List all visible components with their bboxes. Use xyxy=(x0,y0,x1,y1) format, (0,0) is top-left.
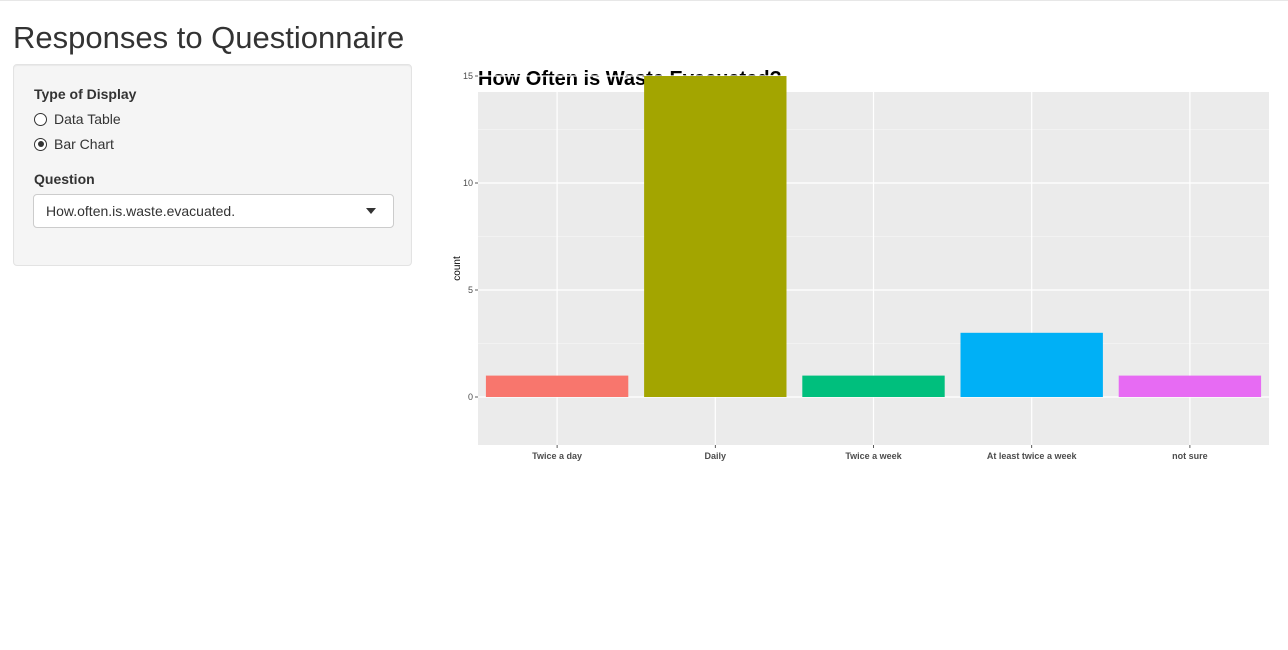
radio-bar-chart-label: Bar Chart xyxy=(54,136,114,152)
bar xyxy=(960,332,1103,397)
radio-data-table[interactable]: Data Table xyxy=(34,109,121,129)
page-title: Responses to Questionnaire xyxy=(13,20,405,55)
display-type-label: Type of Display xyxy=(34,86,137,102)
sidebar-panel: Type of Display Data Table Bar Chart Que… xyxy=(13,64,412,266)
y-axis-label: count xyxy=(452,256,463,281)
radio-data-table-label: Data Table xyxy=(54,111,121,127)
y-tick-label: 10 xyxy=(463,178,473,188)
x-tick-label: not sure xyxy=(1172,451,1208,461)
bar xyxy=(1118,375,1262,397)
x-tick-label: Twice a day xyxy=(532,451,582,461)
y-tick-label: 0 xyxy=(468,392,473,402)
question-label: Question xyxy=(34,171,95,187)
radio-bar-chart-circle[interactable] xyxy=(34,137,47,151)
radio-data-table-circle[interactable] xyxy=(34,112,47,126)
y-tick-label: 15 xyxy=(463,71,473,81)
question-select-value: How.often.is.waste.evacuated. xyxy=(46,203,236,219)
x-tick-label: Twice a week xyxy=(845,451,902,461)
bar xyxy=(802,375,945,397)
radio-bar-chart[interactable]: Bar Chart xyxy=(34,134,114,154)
question-select[interactable]: How.often.is.waste.evacuated. xyxy=(33,194,394,228)
chevron-down-icon[interactable] xyxy=(366,208,376,214)
x-tick-label: At least twice a week xyxy=(987,451,1078,461)
top-border xyxy=(0,0,1288,1)
bar xyxy=(485,375,629,397)
x-tick-label: Daily xyxy=(705,451,727,461)
y-tick-label: 5 xyxy=(468,285,473,295)
bar-chart: How Often is Waste Evacuated?051015Twice… xyxy=(452,68,1269,461)
bar xyxy=(644,76,787,397)
